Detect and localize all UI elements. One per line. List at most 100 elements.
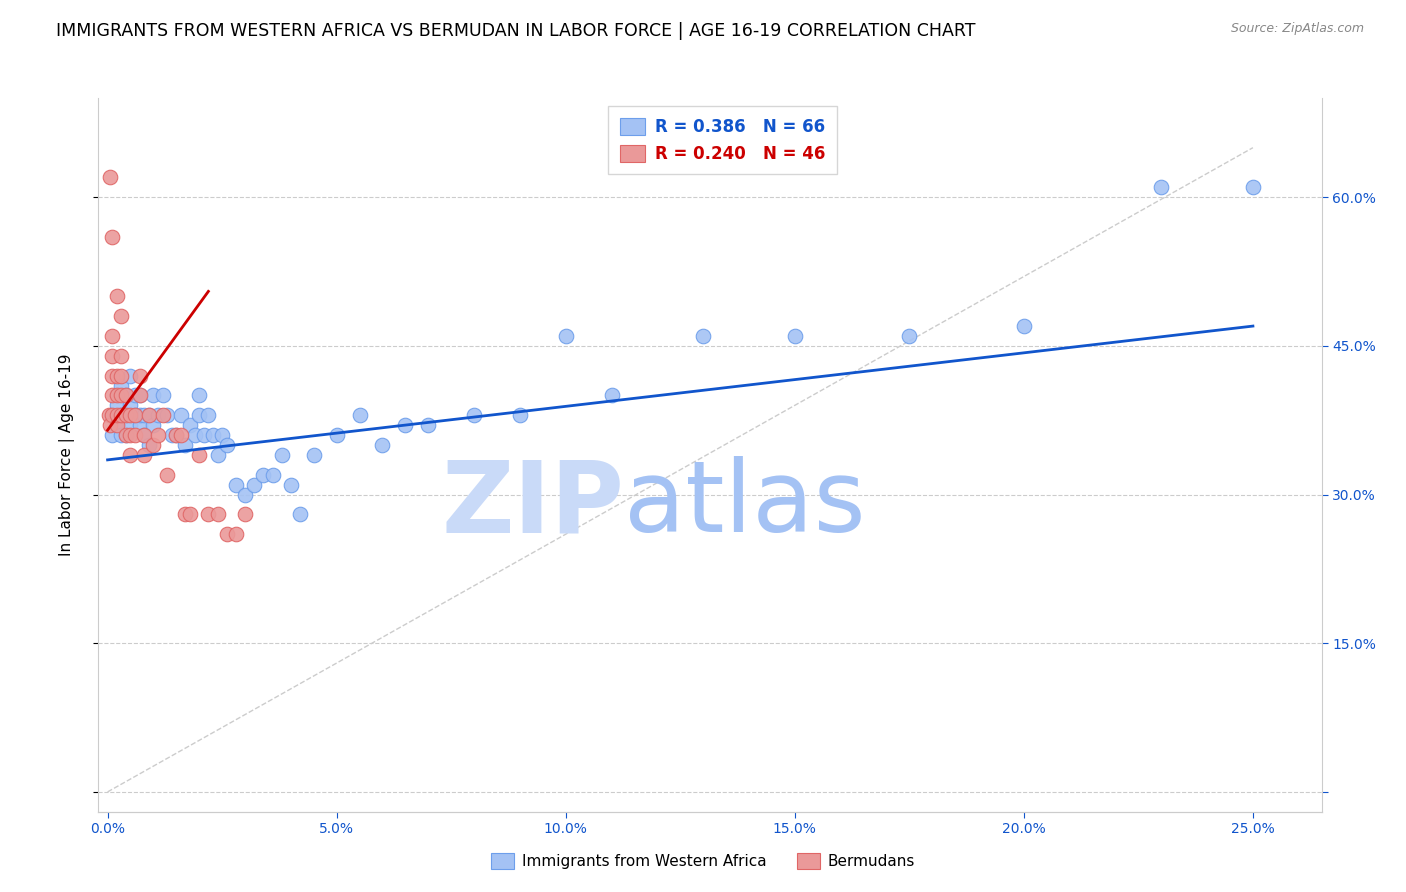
Point (152, 409, 174, 423)
Point (110, 388, 132, 402)
Point (1241, 180, 1264, 194)
Point (211, 428, 233, 442)
Point (98, 170, 121, 185)
Point (98, 418, 121, 433)
Point (105, 409, 128, 423)
Point (110, 378, 132, 392)
Point (243, 477, 266, 491)
Point (128, 388, 150, 402)
Point (252, 467, 274, 482)
Point (110, 409, 132, 423)
Point (280, 477, 302, 491)
Point (105, 418, 128, 433)
Point (120, 368, 142, 383)
Point (115, 388, 138, 402)
Point (128, 418, 150, 433)
Point (128, 388, 150, 402)
Point (138, 409, 160, 423)
Text: IMMIGRANTS FROM WESTERN AFRICA VS BERMUDAN IN LABOR FORCE | AGE 16-19 CORRELATIO: IMMIGRANTS FROM WESTERN AFRICA VS BERMUD… (56, 22, 976, 40)
Point (174, 438, 197, 452)
Point (124, 409, 146, 423)
Point (262, 467, 284, 482)
Point (124, 409, 146, 423)
Point (110, 349, 132, 363)
Point (165, 428, 187, 442)
Point (233, 508, 256, 522)
Point (105, 368, 128, 383)
Point (152, 388, 174, 402)
Point (233, 487, 256, 501)
Point (225, 527, 247, 541)
Point (270, 448, 292, 462)
Point (142, 438, 165, 452)
Point (115, 409, 138, 423)
Point (325, 428, 347, 442)
Point (101, 409, 124, 423)
Point (124, 388, 146, 402)
Point (110, 409, 132, 423)
Point (101, 388, 124, 402)
Point (134, 448, 156, 462)
Point (105, 388, 128, 402)
Point (156, 409, 179, 423)
Point (138, 409, 160, 423)
Point (371, 438, 394, 452)
Point (898, 329, 921, 343)
Point (215, 527, 238, 541)
Point (105, 418, 128, 433)
Point (193, 428, 215, 442)
Point (160, 428, 183, 442)
Point (142, 418, 165, 433)
Point (165, 428, 187, 442)
Point (105, 398, 128, 412)
Point (174, 508, 197, 522)
Point (156, 467, 179, 482)
Point (128, 409, 150, 423)
Point (110, 309, 132, 323)
Point (188, 409, 211, 423)
Point (101, 409, 124, 423)
Point (183, 428, 205, 442)
Point (110, 428, 132, 442)
Point (288, 508, 311, 522)
Y-axis label: In Labor Force | Age 16-19: In Labor Force | Age 16-19 (59, 353, 75, 557)
Point (142, 388, 165, 402)
Point (600, 388, 623, 402)
Point (207, 448, 229, 462)
Point (1150, 180, 1173, 194)
Point (197, 508, 219, 522)
Text: ZIP: ZIP (441, 457, 624, 553)
Point (134, 428, 156, 442)
Point (120, 428, 142, 442)
Point (554, 329, 576, 343)
Point (179, 508, 201, 522)
Point (302, 448, 325, 462)
Point (138, 438, 160, 452)
Point (120, 418, 142, 433)
Point (101, 230, 124, 244)
Point (115, 428, 138, 442)
Point (105, 289, 128, 303)
Point (170, 409, 193, 423)
Point (105, 388, 128, 402)
Point (101, 349, 124, 363)
Point (124, 428, 146, 442)
Point (215, 438, 238, 452)
Point (463, 409, 485, 423)
Point (197, 409, 219, 423)
Text: Source: ZipAtlas.com: Source: ZipAtlas.com (1230, 22, 1364, 36)
Point (115, 388, 138, 402)
Point (120, 409, 142, 423)
Point (207, 508, 229, 522)
Point (188, 388, 211, 402)
Point (1012, 319, 1035, 334)
Point (509, 409, 531, 423)
Point (128, 368, 150, 383)
Point (120, 448, 142, 462)
Point (225, 477, 247, 491)
Legend: Immigrants from Western Africa, Bermudans: Immigrants from Western Africa, Bermudan… (485, 847, 921, 875)
Point (146, 409, 169, 423)
Point (349, 409, 371, 423)
Legend: R = 0.386   N = 66, R = 0.240   N = 46: R = 0.386 N = 66, R = 0.240 N = 46 (607, 106, 837, 175)
Point (783, 329, 806, 343)
